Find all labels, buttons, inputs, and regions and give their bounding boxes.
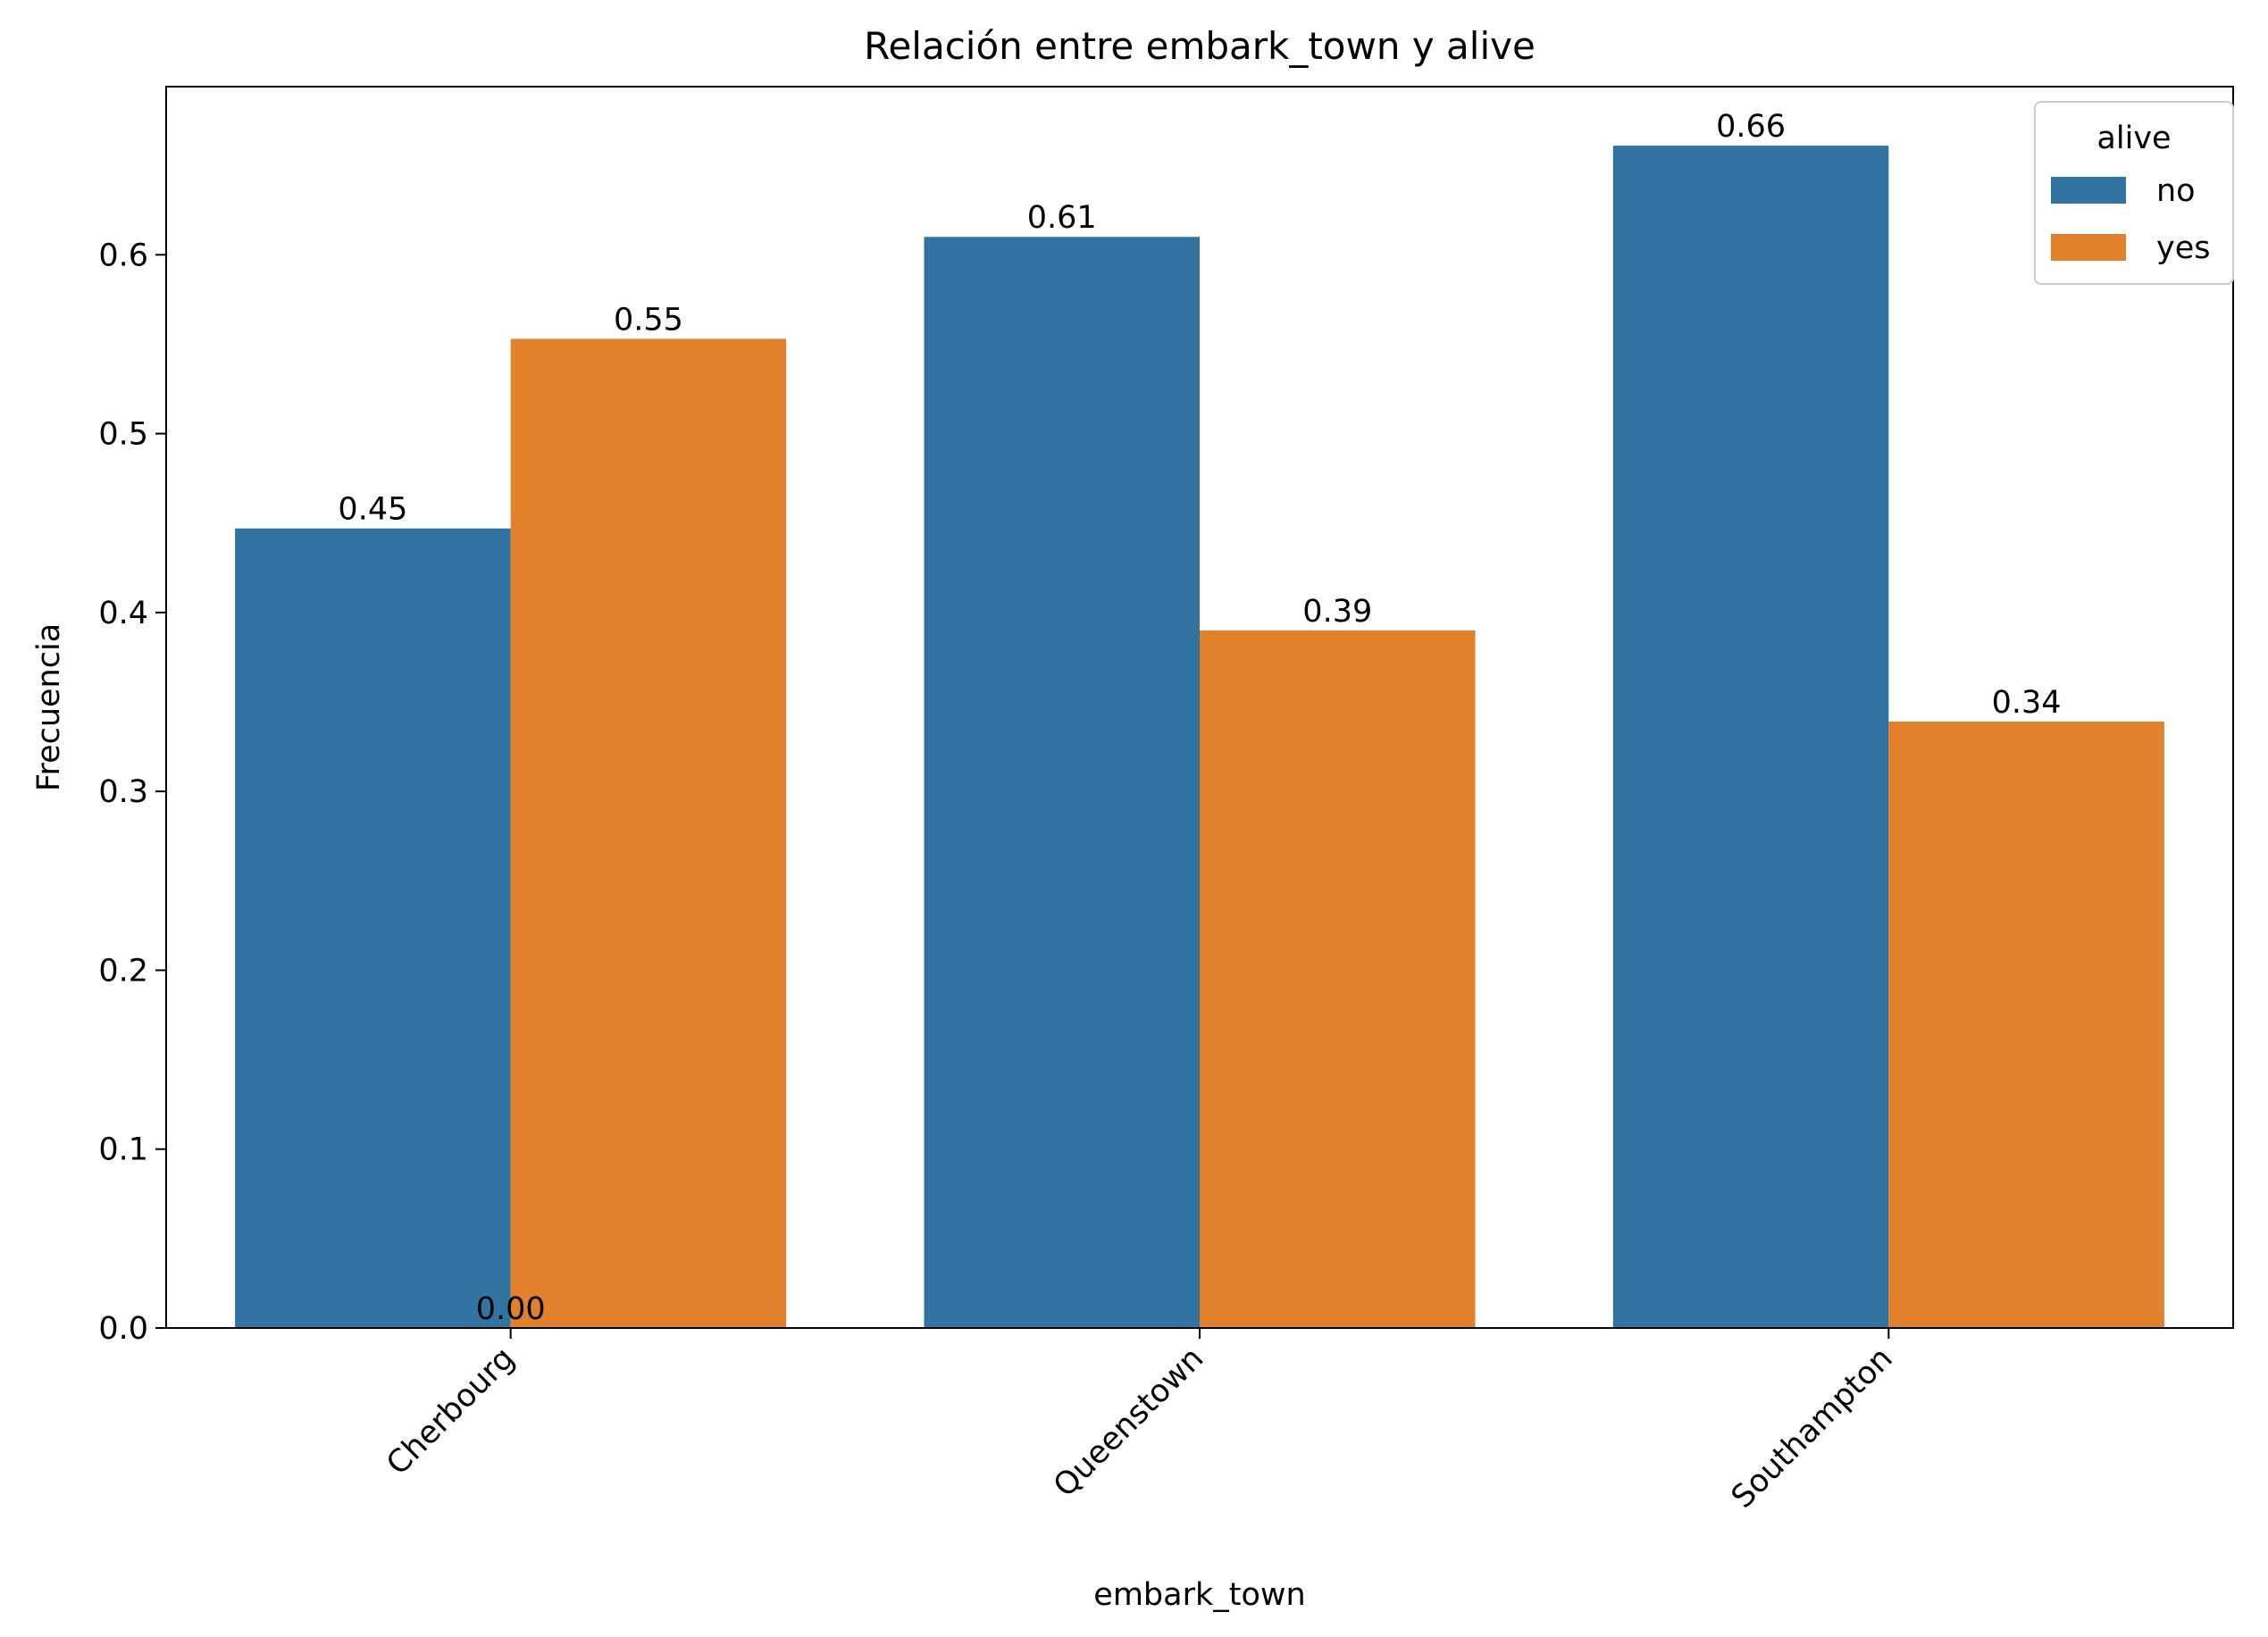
- legend: alive no yes: [2034, 101, 2234, 285]
- legend-label-no: no: [2156, 173, 2196, 209]
- x-tick-label-queenstown: Queenstown: [1047, 1341, 1210, 1504]
- bar-cherbourg-yes: [510, 338, 787, 1328]
- y-tick-label-3: 0.3: [98, 774, 148, 810]
- legend-label-yes: yes: [2156, 230, 2210, 266]
- bar-label-southampton-no: 0.66: [1716, 109, 1786, 145]
- x-tick-label-southampton: Southampton: [1725, 1341, 1900, 1516]
- y-tick-label-4: 0.4: [98, 596, 148, 631]
- bar-queenstown-no: [924, 237, 1200, 1328]
- extra-label-0: 0.00: [476, 1291, 546, 1327]
- bars-layer: [235, 146, 2164, 1329]
- legend-swatch-no: [2051, 177, 2126, 204]
- bar-southampton-yes: [1888, 722, 2164, 1328]
- bar-cherbourg-no: [235, 528, 511, 1328]
- x-tick-label-cherbourg: Cherbourg: [380, 1341, 522, 1482]
- bar-southampton-no: [1612, 146, 1889, 1329]
- bar-label-queenstown-yes: 0.39: [1302, 594, 1372, 630]
- legend-title: alive: [2096, 121, 2171, 156]
- legend-swatch-yes: [2051, 234, 2126, 261]
- chart-title: Relación entre embark_town y alive: [864, 24, 1536, 68]
- bar-label-cherbourg-no: 0.45: [338, 492, 407, 528]
- y-tick-label-1: 0.1: [98, 1132, 148, 1168]
- x-axis-label: embark_town: [1093, 1577, 1305, 1613]
- bar-queenstown-yes: [1200, 630, 1476, 1328]
- bar-label-southampton-yes: 0.34: [1992, 685, 2062, 721]
- bar-label-cherbourg-yes: 0.55: [614, 302, 683, 338]
- bar-labels-layer: 0.45 0.61 0.66 0.55 0.39 0.34 0.00: [338, 109, 2061, 1327]
- bar-label-queenstown-no: 0.61: [1027, 200, 1097, 236]
- y-tick-label-2: 0.2: [98, 953, 148, 989]
- y-tick-label-5: 0.5: [98, 417, 148, 453]
- y-tick-label-6: 0.6: [98, 238, 148, 273]
- y-axis-label: Frecuencia: [31, 623, 67, 791]
- y-tick-label-0: 0.0: [98, 1311, 148, 1347]
